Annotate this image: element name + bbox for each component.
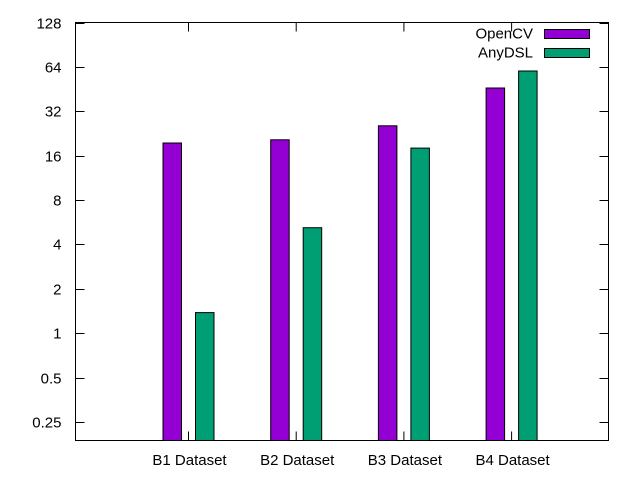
bar-anydsl-2 [302, 227, 323, 441]
x-tick-label: B2 Dataset [260, 452, 335, 469]
legend-swatch-anydsl [544, 48, 590, 58]
legend-label-anydsl: AnyDSL [478, 45, 533, 62]
bar-anydsl-3 [410, 147, 430, 441]
x-tick-label: B4 Dataset [475, 452, 550, 469]
bar-opencv-2 [270, 139, 290, 442]
legend-label-opencv: OpenCV [475, 26, 533, 43]
legend: OpenCV AnyDSL [475, 26, 590, 62]
bar-opencv-4 [485, 87, 506, 441]
bar-anydsl-1 [195, 312, 215, 442]
bar-opencv-1 [162, 142, 182, 441]
y-tick-label: 0.5 [41, 371, 62, 388]
y-tick-label: 8 [53, 193, 61, 210]
y-tick-label: 128 [36, 16, 61, 33]
y-tick-label: 1 [53, 326, 61, 343]
bar-opencv-3 [377, 125, 398, 442]
legend-swatch-opencv [544, 29, 590, 39]
y-tick-label: 4 [53, 237, 61, 254]
bars [162, 70, 538, 442]
plot-frame [75, 22, 609, 441]
y-tick-label: 2 [53, 282, 61, 299]
y-tick-label: 32 [45, 104, 62, 121]
y-tick-label: 16 [45, 149, 62, 166]
x-axis: B1 Dataset B2 Dataset B3 Dataset B4 Dataset [152, 22, 551, 469]
bar-anydsl-4 [518, 70, 538, 441]
y-tick-label: 64 [45, 60, 62, 77]
y-tick-label: 0.25 [32, 415, 61, 432]
x-tick-label: B1 Dataset [152, 452, 227, 469]
x-tick-label: B3 Dataset [368, 452, 443, 469]
y-axis: 0.25 0.5 1 2 4 8 16 32 64 128 [32, 16, 609, 432]
